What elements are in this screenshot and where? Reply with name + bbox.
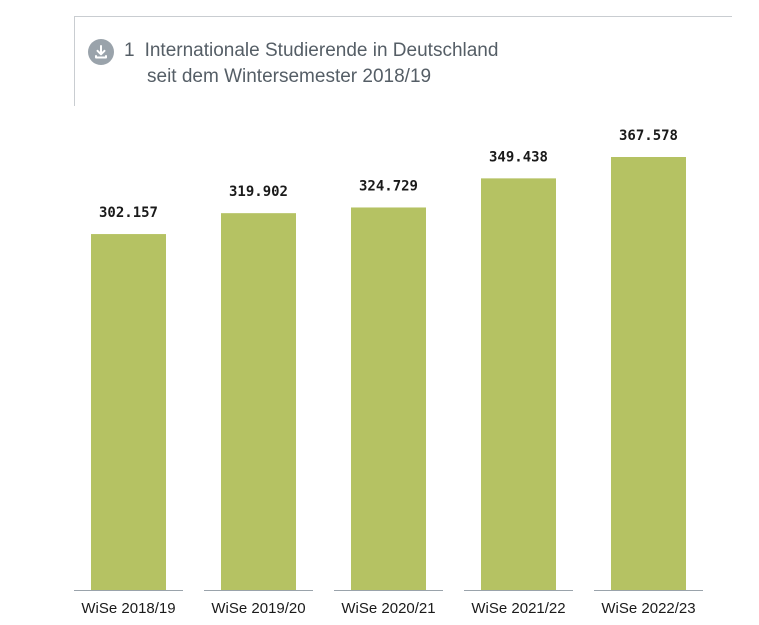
bar-3 (351, 207, 426, 590)
bar-4 (481, 178, 556, 590)
bar-1 (91, 234, 166, 591)
chart-title-text-1: Internationale Studierende in Deutschlan… (144, 40, 499, 61)
data-label-2: 319.902 (229, 184, 288, 200)
data-label-1: 302.157 (99, 205, 158, 221)
bar-2 (221, 213, 296, 590)
data-label-4: 349.438 (489, 149, 548, 165)
chart-title: 1 Internationale Studierende in Deutschla… (124, 38, 498, 90)
chart-title-line-1: 1 Internationale Studierende in Deutschla… (124, 38, 498, 64)
x-tick-label-2: WiSe 2019/20 (211, 600, 305, 617)
chart-number: 1 (124, 40, 135, 61)
data-label-5: 367.578 (619, 128, 678, 144)
chart-header: 1 Internationale Studierende in Deutschla… (88, 38, 498, 90)
bar-5 (611, 157, 686, 590)
download-icon[interactable] (88, 39, 114, 65)
x-tick-label-4: WiSe 2021/22 (471, 600, 565, 617)
chart-title-line-2: seit dem Wintersemester 2018/19 (147, 66, 432, 87)
x-tick-label-1: WiSe 2018/19 (81, 600, 175, 617)
frame-left-border (74, 16, 75, 106)
frame-top-border (74, 16, 732, 17)
x-tick-label-5: WiSe 2022/23 (601, 600, 695, 617)
data-label-3: 324.729 (359, 178, 418, 194)
x-tick-label-3: WiSe 2020/21 (341, 600, 435, 617)
